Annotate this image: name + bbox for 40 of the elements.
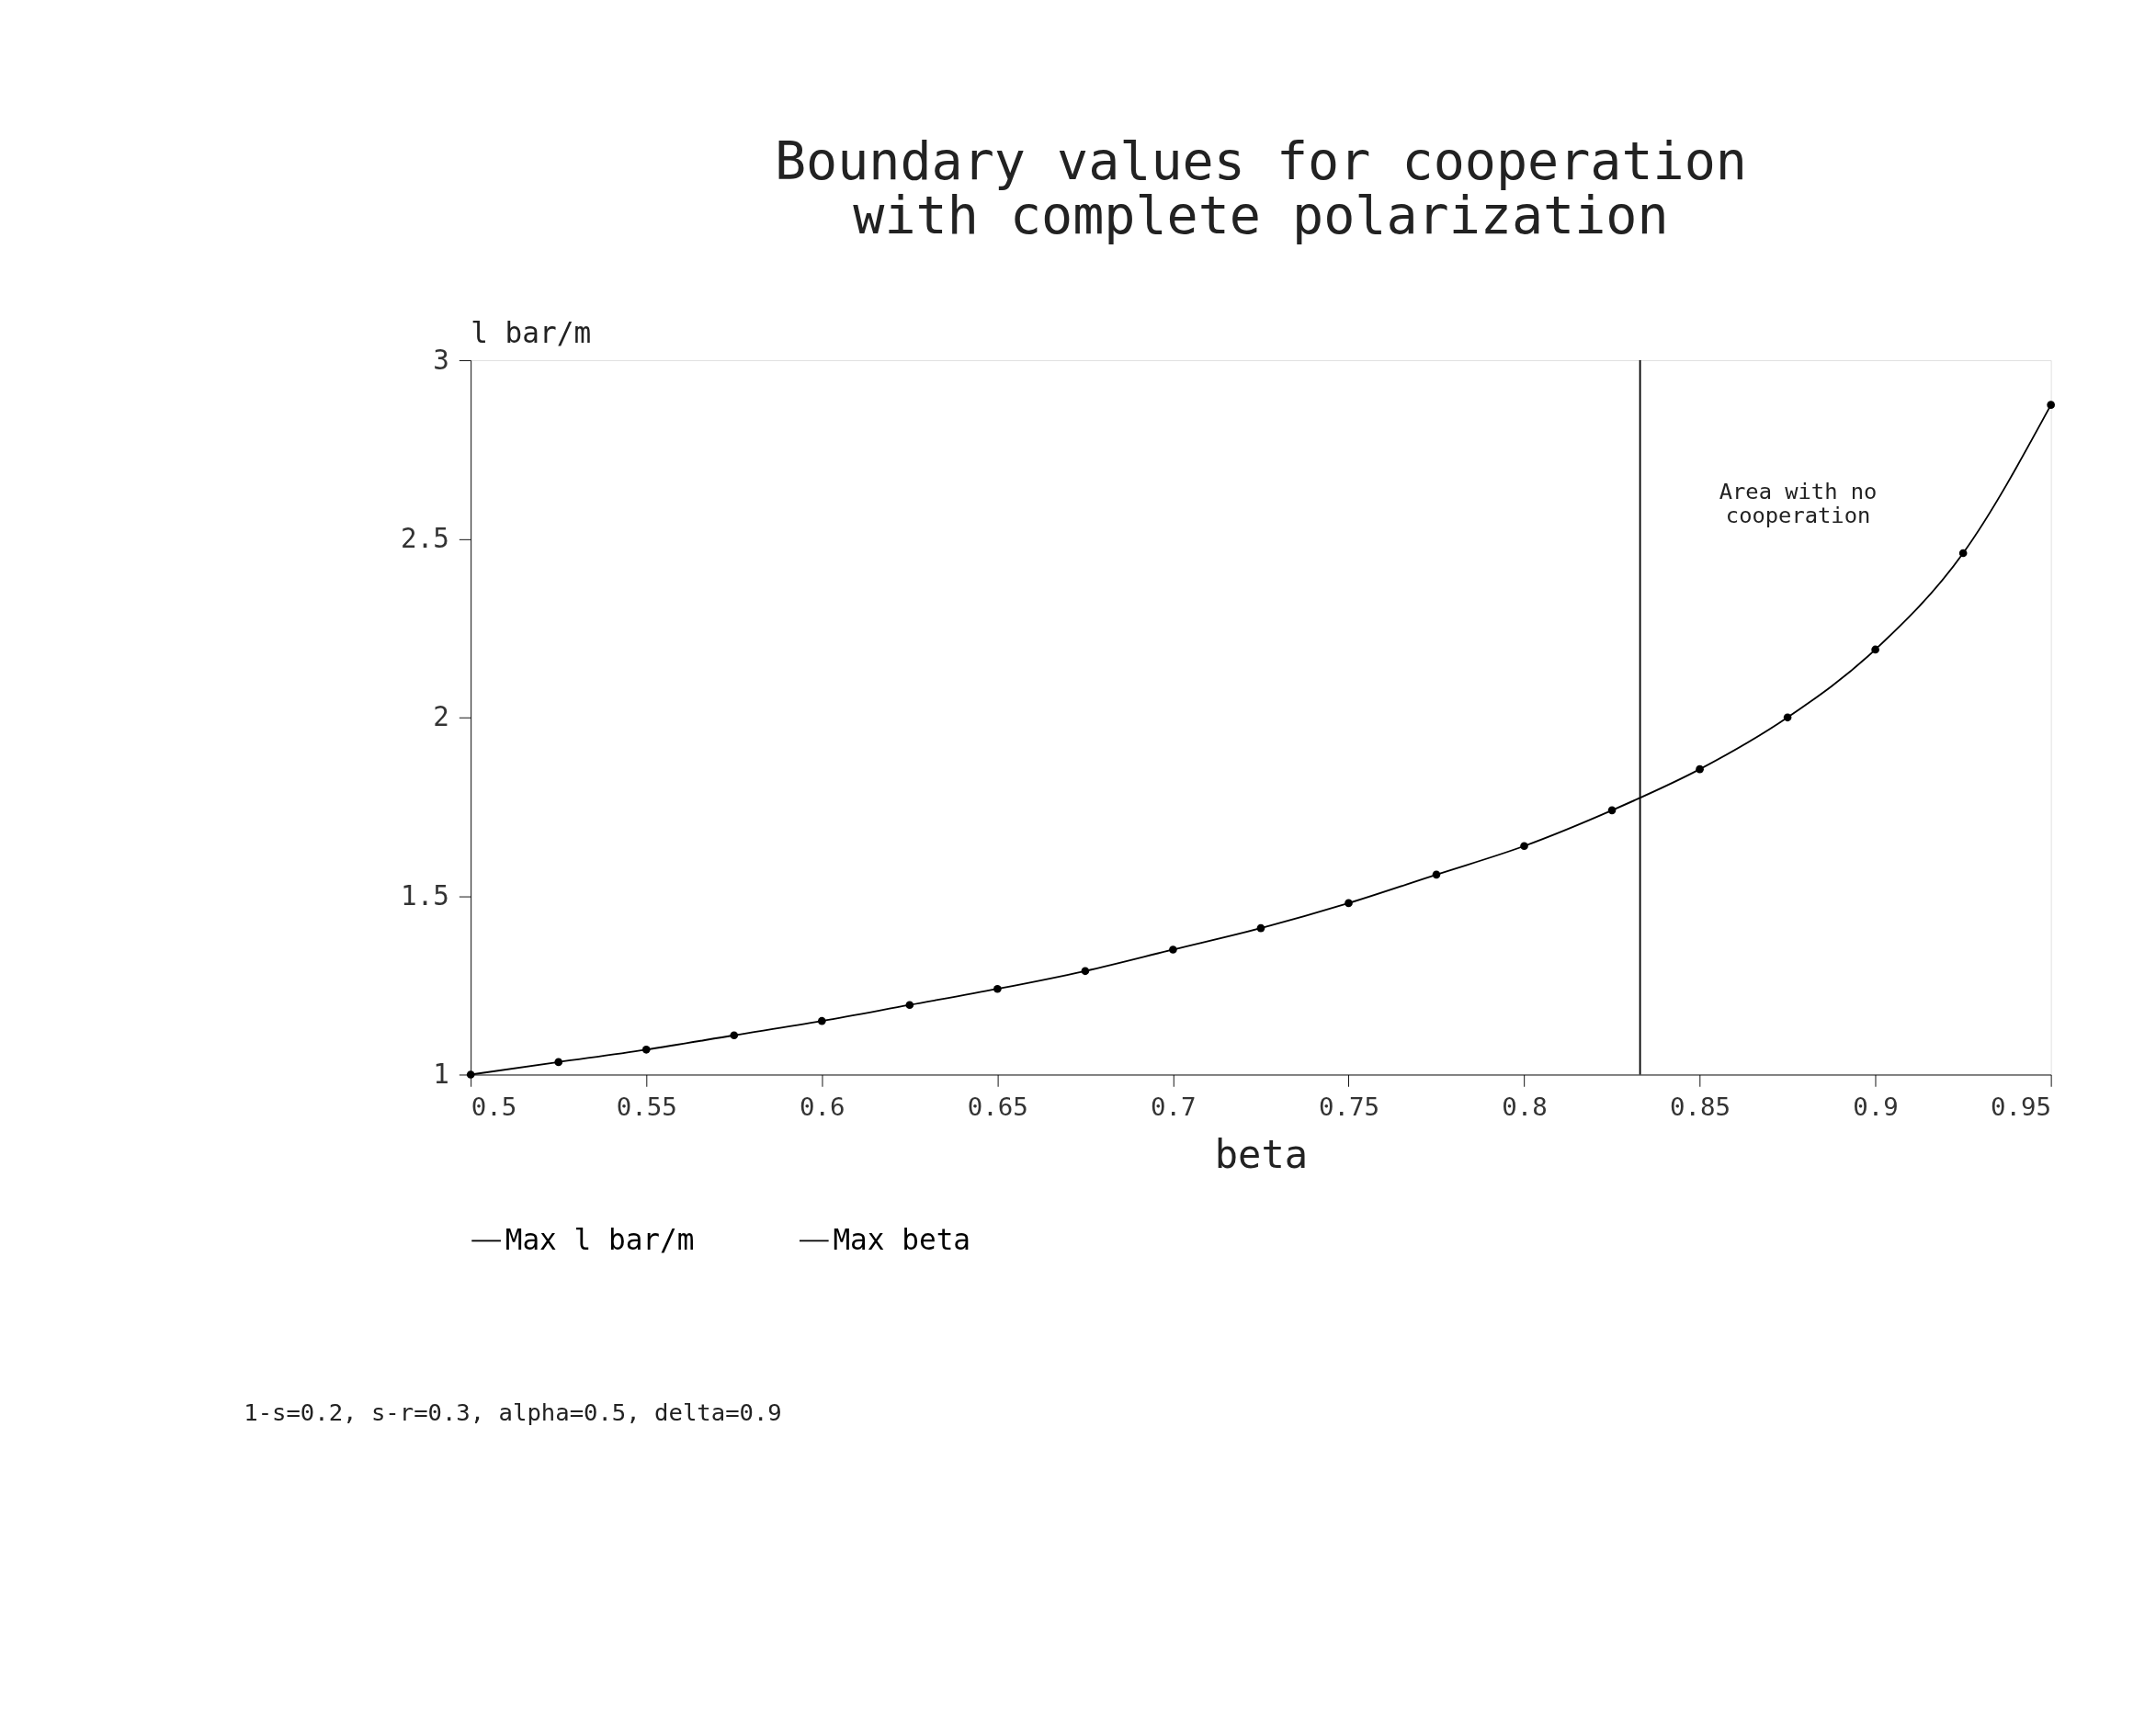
text: 1-s=0.2, s-r=0.3, alpha=0.5, delta=0.9 bbox=[244, 1398, 782, 1427]
point bbox=[554, 1058, 563, 1067]
x-tick-label: 0.65 bbox=[967, 1092, 1028, 1121]
point bbox=[730, 1031, 739, 1040]
legend-label: Max l bar/m bbox=[505, 1222, 695, 1256]
point bbox=[1783, 713, 1792, 722]
x-tick-label: 0.55 bbox=[616, 1092, 677, 1121]
point bbox=[1696, 764, 1704, 774]
point bbox=[1256, 923, 1265, 933]
legend-label: Max beta bbox=[833, 1222, 971, 1256]
x-tick-label: 0.7 bbox=[1151, 1092, 1197, 1121]
point bbox=[2047, 401, 2056, 410]
x-tick-label: 0.75 bbox=[1318, 1092, 1379, 1121]
point bbox=[1520, 842, 1528, 851]
y-tick-label: 3 bbox=[433, 344, 449, 376]
y-tick-label: 1 bbox=[433, 1059, 449, 1091]
point bbox=[641, 1045, 651, 1054]
x-tick-label: 0.9 bbox=[1853, 1092, 1899, 1121]
point bbox=[1958, 549, 1968, 558]
y-tick-label: 1.5 bbox=[401, 879, 449, 911]
y-axis-title: l bar/m bbox=[471, 315, 592, 349]
x-tick-label: 0.6 bbox=[799, 1092, 845, 1121]
x-tick-label: 0.5 bbox=[471, 1092, 517, 1121]
point bbox=[1081, 967, 1090, 976]
annotation: Area with no cooperation bbox=[1719, 479, 1878, 529]
point bbox=[1432, 870, 1441, 879]
x-tick-label: 0.8 bbox=[1502, 1092, 1548, 1121]
x-tick-label: 0.95 bbox=[1991, 1092, 2052, 1121]
point bbox=[1169, 945, 1177, 954]
point bbox=[993, 984, 1002, 993]
point bbox=[1871, 645, 1879, 654]
point bbox=[466, 1070, 475, 1079]
point bbox=[1607, 806, 1617, 815]
x-tick-label: 0.85 bbox=[1670, 1092, 1731, 1121]
y-tick-label: 2 bbox=[433, 701, 449, 733]
point bbox=[1345, 899, 1353, 908]
point bbox=[817, 1016, 826, 1025]
y-tick-label: 2.5 bbox=[401, 523, 449, 555]
point bbox=[905, 1001, 914, 1010]
x-axis-title: beta bbox=[1214, 1131, 1309, 1177]
